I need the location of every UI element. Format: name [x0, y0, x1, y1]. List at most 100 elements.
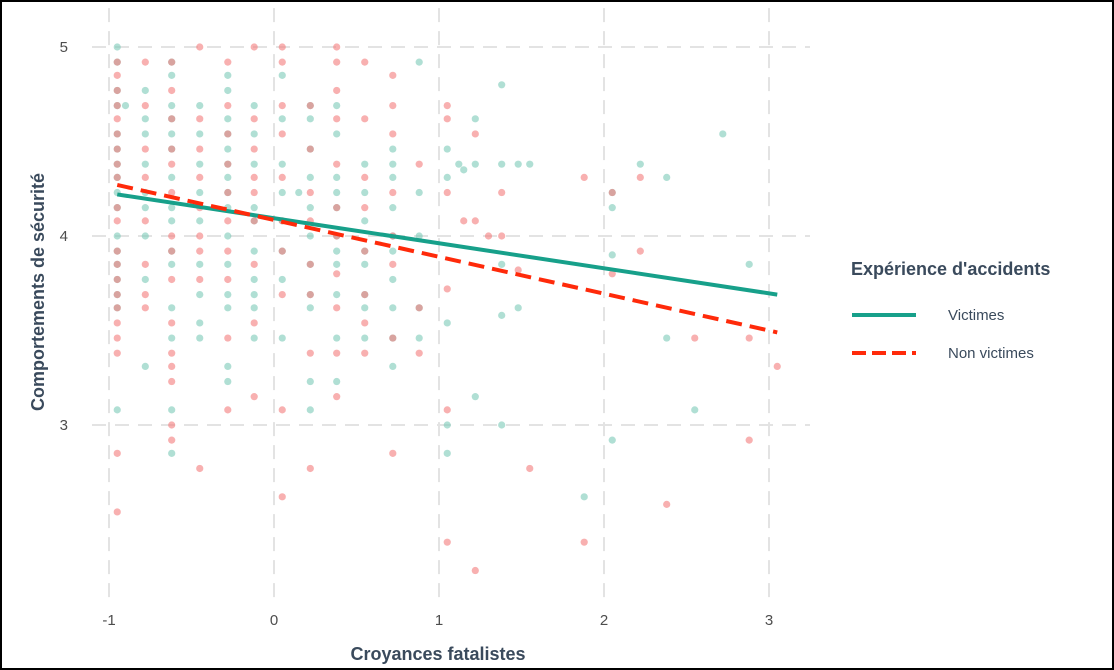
- data-point-non-victimes: [333, 393, 341, 401]
- data-point-non-victimes: [250, 260, 258, 268]
- data-point-non-victimes: [361, 204, 369, 212]
- data-point-victimes: [196, 217, 204, 225]
- data-point-non-victimes: [691, 334, 699, 342]
- data-point-non-victimes: [168, 362, 176, 371]
- x-tick-label: -1: [102, 612, 115, 629]
- data-point-victimes: [389, 362, 397, 371]
- data-point-victimes: [224, 304, 232, 312]
- data-point-victimes: [333, 260, 341, 268]
- data-point-non-victimes: [250, 173, 258, 182]
- data-point-victimes: [224, 377, 232, 386]
- data-point-non-victimes: [361, 58, 369, 66]
- data-point-non-victimes: [113, 145, 121, 153]
- data-point-victimes: [121, 101, 130, 110]
- data-point-non-victimes: [389, 449, 397, 457]
- data-point-victimes: [443, 319, 451, 327]
- data-point-victimes: [415, 188, 423, 197]
- data-point-non-victimes: [471, 566, 479, 575]
- data-point-non-victimes: [250, 319, 258, 327]
- data-point-non-victimes: [415, 160, 423, 168]
- data-point-victimes: [333, 290, 341, 299]
- data-point-victimes: [168, 130, 176, 138]
- data-point-victimes: [168, 260, 176, 268]
- data-point-non-victimes: [113, 204, 121, 212]
- data-point-victimes: [361, 334, 369, 342]
- data-point-non-victimes: [361, 247, 369, 255]
- data-point-victimes: [471, 115, 479, 123]
- data-point-victimes: [498, 421, 506, 429]
- data-point-non-victimes: [443, 538, 451, 546]
- data-point-non-victimes: [113, 508, 121, 516]
- data-point-victimes: [224, 71, 232, 79]
- data-point-victimes: [250, 275, 258, 284]
- data-point-non-victimes: [250, 217, 258, 225]
- data-point-non-victimes: [333, 204, 341, 212]
- data-point-non-victimes: [361, 115, 369, 123]
- data-point-non-victimes: [141, 58, 149, 66]
- data-point-non-victimes: [113, 86, 121, 95]
- data-point-non-victimes: [168, 247, 176, 255]
- data-point-victimes: [389, 247, 397, 255]
- data-point-victimes: [168, 173, 176, 182]
- data-point-non-victimes: [141, 173, 149, 182]
- data-point-victimes: [361, 217, 369, 225]
- x-axis-title: Croyances fatalistes: [350, 644, 525, 664]
- data-point-victimes: [663, 334, 671, 342]
- data-point-non-victimes: [526, 464, 534, 473]
- data-point-non-victimes: [636, 247, 644, 255]
- data-point-victimes: [498, 160, 506, 168]
- data-point-victimes: [168, 406, 176, 414]
- data-point-non-victimes: [608, 188, 616, 197]
- data-point-victimes: [389, 173, 397, 182]
- data-point-victimes: [168, 101, 176, 110]
- data-point-non-victimes: [333, 304, 341, 312]
- data-point-non-victimes: [168, 58, 176, 66]
- data-point-victimes: [295, 188, 303, 197]
- data-point-victimes: [168, 204, 176, 212]
- data-point-victimes: [514, 304, 522, 312]
- x-tick-label: 1: [435, 612, 443, 629]
- data-point-non-victimes: [141, 290, 149, 299]
- data-point-victimes: [224, 290, 232, 299]
- data-point-non-victimes: [498, 188, 506, 197]
- data-point-victimes: [333, 188, 341, 197]
- data-point-victimes: [224, 232, 232, 240]
- data-point-non-victimes: [471, 130, 479, 138]
- data-point-non-victimes: [196, 145, 204, 153]
- data-point-non-victimes: [168, 436, 176, 444]
- data-point-non-victimes: [306, 260, 314, 268]
- data-point-non-victimes: [196, 464, 204, 473]
- data-point-non-victimes: [224, 247, 232, 255]
- data-point-victimes: [168, 217, 176, 225]
- data-point-non-victimes: [224, 160, 232, 168]
- y-tick-label: 3: [60, 417, 68, 434]
- data-point-victimes: [306, 232, 314, 240]
- data-point-victimes: [196, 260, 204, 268]
- data-point-non-victimes: [333, 160, 341, 168]
- fit-lines: [116, 183, 778, 335]
- data-point-victimes: [250, 334, 258, 342]
- data-point-victimes: [141, 160, 149, 168]
- data-point-victimes: [141, 275, 149, 284]
- data-point-non-victimes: [224, 217, 232, 225]
- data-point-non-victimes: [745, 436, 753, 444]
- data-point-non-victimes: [306, 188, 314, 197]
- data-point-non-victimes: [224, 130, 232, 138]
- data-point-victimes: [608, 436, 616, 444]
- data-point-victimes: [415, 334, 423, 342]
- data-point-victimes: [455, 160, 463, 168]
- data-point-victimes: [745, 260, 753, 268]
- data-point-non-victimes: [224, 406, 232, 414]
- data-point-victimes: [361, 304, 369, 312]
- data-point-victimes: [250, 290, 258, 299]
- data-point-victimes: [443, 173, 451, 182]
- data-point-victimes: [224, 362, 232, 371]
- y-tick-label: 4: [60, 228, 68, 245]
- data-point-non-victimes: [196, 173, 204, 182]
- data-point-victimes: [498, 311, 506, 319]
- data-point-non-victimes: [333, 270, 341, 278]
- grid: [92, 8, 810, 604]
- data-point-victimes: [333, 101, 341, 110]
- data-point-non-victimes: [278, 290, 286, 299]
